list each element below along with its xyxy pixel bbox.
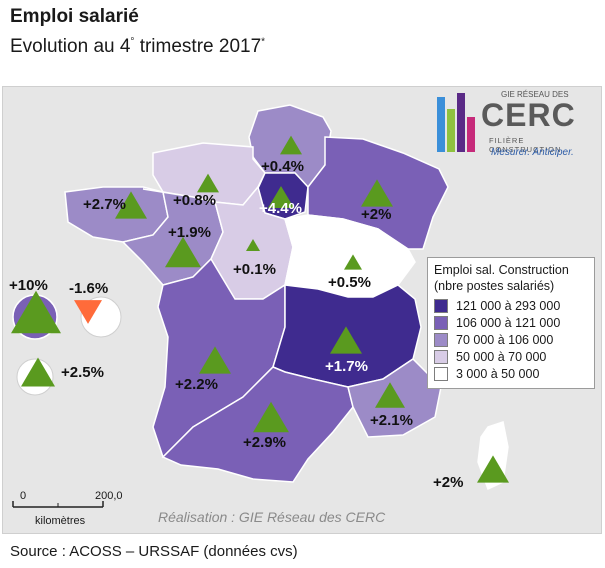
- change-label-region-7: +0.5%: [328, 274, 371, 291]
- increase-triangle-region-11: [375, 382, 405, 408]
- increase-triangle-region-1: [197, 173, 219, 193]
- france-map: +2.7% +0.8% +0.4% +4.4% +2% +1.9% +0.1% +0.5% +2…: [2, 86, 602, 534]
- map-subtitle: Evolution au 4° trimestre 2017*: [10, 36, 265, 58]
- scale-max-label: 200,0: [95, 490, 123, 502]
- increase-triangle-region-10: [253, 401, 289, 433]
- source-note: Source : ACOSS – URSSAF (données cvs): [10, 543, 298, 560]
- legend-swatch: [434, 349, 448, 364]
- legend-title-line1: Emploi sal. Construction: [434, 263, 569, 277]
- change-label-region-4: +2%: [361, 206, 391, 223]
- legend-label: 106 000 à 121 000: [456, 315, 561, 330]
- change-label-region-10: +2.9%: [243, 434, 286, 451]
- increase-triangle-region-2: [280, 135, 302, 155]
- subtitle-footnote-mark: *: [261, 36, 266, 48]
- legend-swatch: [434, 366, 448, 381]
- legend-title-line2: (nbre postes salariés): [434, 279, 555, 293]
- legend-row: 106 000 à 121 000: [434, 314, 588, 331]
- scale-zero-label: 0: [20, 490, 27, 502]
- map-legend: Emploi sal. Construction (nbre postes sa…: [427, 257, 595, 389]
- increase-triangle-region-4: [361, 179, 393, 207]
- scale-unit-label: kilomètres: [35, 515, 86, 527]
- change-label-region-0: +2.7%: [83, 196, 126, 213]
- change-label-region-2: +0.4%: [261, 158, 304, 175]
- map-credit: Réalisation : GIE Réseau des CERC: [158, 509, 386, 525]
- change-label-region-6: +0.1%: [233, 261, 276, 278]
- change-label-region-1: +0.8%: [173, 192, 216, 209]
- increase-triangle-overseas-2: [21, 357, 55, 387]
- legend-row: 70 000 à 106 000: [434, 331, 588, 348]
- subtitle-degree: °: [130, 36, 135, 48]
- region-map-svg: +2.7% +0.8% +0.4% +4.4% +2% +1.9% +0.1% +0.5% +2…: [9, 104, 509, 508]
- change-label-region-8: +2.2%: [175, 376, 218, 393]
- change-label-region-11: +2.1%: [370, 412, 413, 429]
- legend-title: Emploi sal. Construction (nbre postes sa…: [434, 262, 588, 294]
- increase-triangle-region-3: [268, 185, 294, 209]
- change-label-overseas-2: +2.5%: [61, 364, 104, 381]
- change-label-region-3: +4.4%: [259, 200, 302, 217]
- legend-row: 50 000 à 70 000: [434, 348, 588, 365]
- change-label-region-9: +1.7%: [325, 358, 368, 375]
- legend-label: 70 000 à 106 000: [456, 332, 554, 347]
- legend-label: 50 000 à 70 000: [456, 349, 547, 364]
- logo-slogan: Mesurer. Anticiper.: [491, 147, 574, 158]
- decrease-triangle-overseas-1: [74, 300, 102, 324]
- increase-triangle-region-12: [477, 455, 509, 483]
- increase-triangle-overseas-0: [11, 290, 61, 334]
- increase-triangle-region-9: [330, 326, 362, 354]
- change-label-region-12: +2%: [433, 474, 463, 491]
- change-label-region-5: +1.9%: [168, 224, 211, 241]
- legend-label: 121 000 à 293 000: [456, 298, 561, 313]
- legend-swatch: [434, 298, 448, 313]
- legend-label: 3 000 à 50 000: [456, 366, 540, 381]
- increase-triangle-region-8: [199, 346, 231, 374]
- legend-row: 121 000 à 293 000: [434, 297, 588, 314]
- legend-row: 3 000 à 50 000: [434, 365, 588, 382]
- logo-network-text: GIE RÉSEAU DES: [501, 90, 569, 99]
- legend-swatch: [434, 332, 448, 347]
- subtitle-text: Evolution au 4: [10, 36, 131, 57]
- subtitle-period: trimestre 2017: [134, 36, 262, 57]
- change-label-overseas-0: +10%: [9, 277, 48, 294]
- legend-rows: 121 000 à 293 000 106 000 à 121 000 70 000…: [434, 297, 588, 382]
- cerc-logo: GIE RÉSEAU DES CERC FILIÈRE CONSTRUCTION…: [431, 87, 597, 167]
- increase-triangle-region-7: [344, 254, 362, 270]
- logo-cerc-text: CERC: [481, 97, 576, 133]
- change-markers: +2.7% +0.8% +0.4% +4.4% +2% +1.9% +0.1% +0.5% +2…: [9, 135, 509, 491]
- increase-triangle-region-6: [246, 239, 260, 251]
- cerc-logo-mark: [437, 93, 475, 152]
- legend-swatch: [434, 315, 448, 330]
- change-label-overseas-1: -1.6%: [69, 280, 108, 297]
- increase-triangle-region-5: [165, 236, 201, 268]
- scale-bar: 0 200,0 kilomètres: [15, 490, 135, 530]
- increase-triangle-region-0: [115, 191, 147, 219]
- map-title: Emploi salarié: [10, 6, 139, 27]
- logo-sector-text: FILIÈRE CONSTRUCTION: [489, 136, 562, 154]
